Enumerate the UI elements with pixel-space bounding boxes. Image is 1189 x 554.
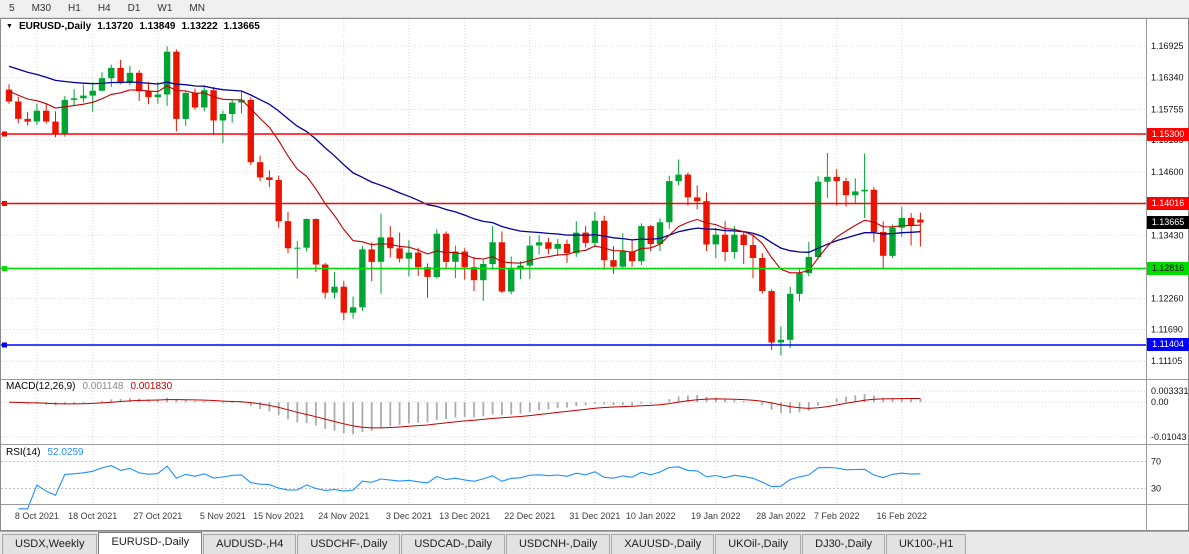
svg-text:1.12260: 1.12260 (1151, 294, 1184, 304)
tab-dj30-daily[interactable]: DJ30-,Daily (802, 534, 885, 554)
chart-canvas[interactable]: 8 Oct 2021 18 Oct 2021 27 Oct 2021 5 Nov 20… (1, 19, 1188, 530)
svg-text:30: 30 (1151, 484, 1161, 494)
svg-text:1.11105: 1.11105 (1151, 356, 1182, 366)
svg-text:16 Feb 2022: 16 Feb 2022 (877, 511, 928, 521)
svg-text:70: 70 (1151, 457, 1161, 467)
tab-usdcnh-daily[interactable]: USDCNH-,Daily (505, 534, 611, 554)
tab-usdcad-daily[interactable]: USDCAD-,Daily (401, 534, 505, 554)
timeframe-button-w1[interactable]: W1 (149, 1, 180, 16)
svg-text:22 Dec 2021: 22 Dec 2021 (504, 511, 555, 521)
svg-text:1.14600: 1.14600 (1151, 167, 1184, 177)
svg-text:1.16925: 1.16925 (1151, 41, 1184, 51)
tab-xauusd-daily[interactable]: XAUUSD-,Daily (611, 534, 715, 554)
tab-uk100-h1[interactable]: UK100-,H1 (885, 534, 967, 554)
svg-text:27 Oct 2021: 27 Oct 2021 (133, 511, 182, 521)
svg-text:28 Jan 2022: 28 Jan 2022 (756, 511, 806, 521)
chart-menu-icon[interactable]: ▼ (6, 23, 13, 30)
svg-text:19 Jan 2022: 19 Jan 2022 (691, 511, 741, 521)
current-price-badge: 1.13665 (1147, 216, 1189, 229)
tab-usdx-weekly[interactable]: USDX,Weekly (2, 534, 98, 554)
svg-text:1.16340: 1.16340 (1151, 73, 1184, 83)
svg-text:3 Dec 2021: 3 Dec 2021 (386, 511, 432, 521)
svg-text:10 Jan 2022: 10 Jan 2022 (626, 511, 676, 521)
timeframe-toolbar: 5 M30 H1 H4 D1 W1 MN (0, 0, 1189, 18)
timeframe-button-d1[interactable]: D1 (120, 1, 149, 16)
chart-window: 8 Oct 2021 18 Oct 2021 27 Oct 2021 5 Nov 20… (0, 18, 1189, 531)
timeframe-button-h4[interactable]: H4 (90, 1, 119, 16)
svg-text:1.15755: 1.15755 (1151, 104, 1184, 114)
svg-text:8 Oct 2021: 8 Oct 2021 (15, 511, 59, 521)
svg-text:18 Oct 2021: 18 Oct 2021 (68, 511, 117, 521)
timeframe-button-mn[interactable]: MN (181, 1, 213, 16)
timeframe-button-m5[interactable]: 5 (1, 1, 23, 16)
svg-text:31 Dec 2021: 31 Dec 2021 (569, 511, 620, 521)
svg-text:0.00: 0.00 (1151, 397, 1169, 407)
svg-text:1.13430: 1.13430 (1151, 230, 1184, 240)
hline-price-badge-support: 1.12816 (1147, 262, 1189, 275)
timeframe-button-h1[interactable]: H1 (60, 1, 89, 16)
tab-ukoil-daily[interactable]: UKOil-,Daily (715, 534, 802, 554)
svg-text:-0.01043: -0.01043 (1151, 432, 1187, 442)
svg-text:15 Nov 2021: 15 Nov 2021 (253, 511, 304, 521)
svg-text:0.003331: 0.003331 (1151, 386, 1188, 396)
svg-text:24 Nov 2021: 24 Nov 2021 (318, 511, 369, 521)
hline-price-badge-resistance: 1.14016 (1147, 197, 1189, 210)
svg-text:7 Feb 2022: 7 Feb 2022 (814, 511, 860, 521)
hline-price-badge-upper-resistance: 1.15300 (1147, 128, 1189, 141)
chart-tabs-bar: USDX,Weekly EURUSD-,Daily AUDUSD-,H4 USD… (0, 531, 1189, 554)
svg-text:5 Nov 2021: 5 Nov 2021 (200, 511, 246, 521)
timeframe-button-m30[interactable]: M30 (24, 1, 59, 16)
tab-usdchf-daily[interactable]: USDCHF-,Daily (297, 534, 401, 554)
hline-price-badge-lower-support: 1.11404 (1147, 338, 1189, 351)
tab-audusd-h4[interactable]: AUDUSD-,H4 (203, 534, 297, 554)
svg-text:1.11690: 1.11690 (1151, 325, 1183, 335)
tab-eurusd-daily[interactable]: EURUSD-,Daily (98, 532, 203, 554)
svg-text:13 Dec 2021: 13 Dec 2021 (439, 511, 490, 521)
